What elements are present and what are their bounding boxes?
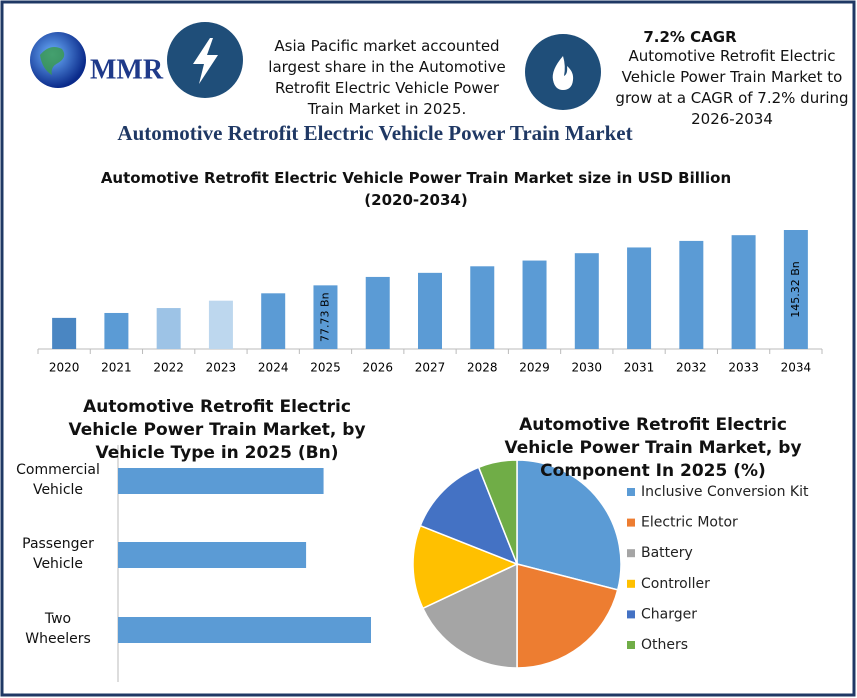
x-tick-label: 2033 (728, 361, 759, 375)
bar (470, 266, 495, 349)
x-tick-label: 2031 (624, 361, 655, 375)
value-label: 77.73 Bn (318, 292, 331, 342)
x-tick-label: 2024 (258, 361, 289, 375)
bar (104, 312, 129, 349)
x-tick-label: 2032 (676, 361, 707, 375)
legend-swatch (627, 579, 635, 588)
x-tick-label: 2030 (572, 361, 603, 375)
x-tick-label: 2025 (310, 361, 341, 375)
bar (261, 293, 286, 349)
pie-slice (421, 562, 518, 669)
pie-slice (477, 459, 518, 565)
bar (313, 285, 338, 349)
main-title: Automotive Retrofit Electric Vehicle Pow… (117, 121, 633, 145)
x-tick-label: 2026 (362, 361, 393, 375)
legend-label: Inclusive Conversion Kit (641, 484, 809, 500)
legend-label: Controller (641, 576, 710, 592)
legend-swatch (627, 518, 635, 527)
legend-swatch (627, 488, 635, 496)
pie-slice (419, 466, 519, 566)
x-tick-label: 2021 (101, 361, 132, 375)
logo-land (40, 47, 65, 75)
chart-title: Automotive Retrofit Electric Vehicle Pow… (68, 397, 366, 463)
info-text: Asia Pacific market accounted largest sh… (268, 37, 506, 118)
x-tick-label: 2023 (206, 361, 237, 375)
y-tick-label: Two Wheelers (25, 611, 91, 647)
legend-label: Others (641, 637, 688, 653)
bar (679, 240, 704, 349)
bar (783, 230, 808, 349)
legend-swatch (627, 610, 635, 619)
bar (208, 300, 233, 349)
bar (118, 542, 307, 568)
legend-label: Electric Motor (641, 515, 738, 531)
bar (574, 253, 599, 349)
chart-title: Automotive Retrofit Electric Vehicle Pow… (100, 169, 732, 209)
value-label: 145.32 Bn (789, 261, 802, 318)
pie-slice (412, 524, 519, 610)
pie-slice (516, 563, 619, 669)
legend-label: Battery (641, 545, 693, 561)
x-tick-label: 2027 (415, 361, 446, 375)
cagr-text: Automotive Retrofit Electric Vehicle Pow… (615, 47, 849, 128)
bar (418, 272, 442, 349)
bar (52, 317, 77, 349)
legend-swatch (627, 549, 635, 558)
bar (627, 247, 652, 349)
x-tick-label: 2020 (49, 361, 80, 375)
pie-slice (516, 459, 622, 591)
bar (118, 468, 324, 494)
x-tick-label: 2028 (467, 361, 498, 375)
cagr-title: 7.2% CAGR (643, 28, 737, 46)
bolt (193, 38, 218, 84)
flame (552, 56, 574, 90)
bar (118, 617, 371, 643)
bar (156, 308, 181, 349)
bar (522, 260, 547, 349)
bar (731, 235, 756, 349)
x-tick-label: 2034 (781, 361, 812, 375)
legend-label: Charger (641, 606, 697, 622)
chart-title: Automotive Retrofit Electric Vehicle Pow… (504, 415, 802, 481)
legend-swatch (627, 641, 635, 649)
x-tick-label: 2022 (153, 361, 184, 375)
bar (365, 276, 390, 349)
y-tick-label: Commercial Vehicle (16, 462, 100, 498)
logo-text: MMR (90, 54, 164, 85)
y-tick-label: Passenger Vehicle (22, 536, 94, 572)
x-tick-label: 2029 (519, 361, 550, 375)
